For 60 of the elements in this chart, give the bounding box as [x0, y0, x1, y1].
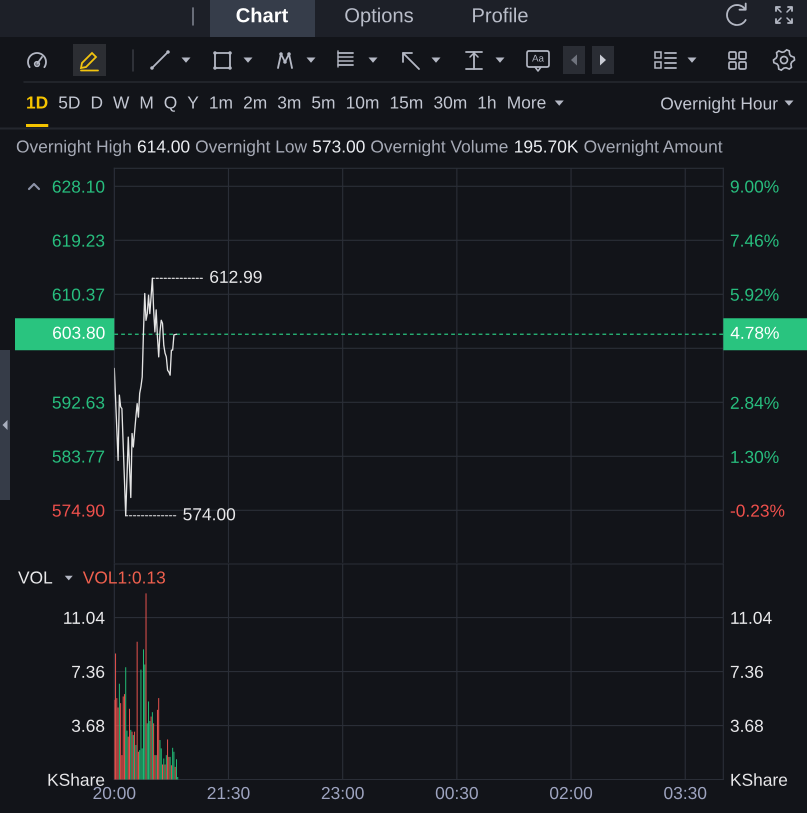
y-tick-label: 574.90 — [52, 504, 104, 517]
x-tick-label: 02:00 — [550, 786, 592, 800]
text: Aa — [532, 54, 544, 62]
text: 2m — [244, 96, 266, 108]
x-tick-label: 23:00 — [322, 786, 364, 800]
ref-line-label: 603.80 — [53, 326, 105, 339]
text: 5m — [312, 96, 334, 109]
y2-tick-label: 7.36 — [730, 666, 763, 678]
y2-tick-label: 2.84% — [730, 396, 779, 410]
y2-tick-label: 11.04 — [731, 612, 772, 624]
annotation: 4.78% — [730, 326, 779, 339]
y-tick-label: 583.77 — [52, 450, 104, 463]
text: 30m — [434, 96, 466, 109]
y-tick-label: 592.63 — [52, 396, 104, 409]
text: More — [508, 96, 546, 109]
y-tick-label: 3.68 — [72, 720, 104, 732]
x-tick-label: 21:30 — [208, 786, 250, 800]
text: Overnight High — [16, 140, 131, 156]
text: 3m — [278, 96, 300, 109]
text: Q — [164, 96, 176, 112]
text: Options — [345, 8, 413, 26]
text: 5D — [58, 96, 80, 109]
annotation: VOL1:0.13 — [82, 571, 165, 584]
text: 614.00 — [138, 140, 190, 153]
y-tick-label: 610.37 — [52, 288, 104, 301]
chart-title: VOL — [18, 571, 52, 584]
y-tick-label: 11.04 — [64, 612, 104, 624]
text: 10m — [346, 96, 378, 109]
y2-tick-label: 7.46% — [730, 234, 779, 247]
y-tick-label: 7.36 — [72, 666, 104, 678]
y2-tick-label: 5.92% — [730, 288, 779, 301]
text: Chart — [236, 8, 288, 22]
y2-tick-label: -0.23% — [730, 504, 784, 517]
text: Overnight Low — [196, 140, 308, 156]
x-tick-label: 20:00 — [93, 786, 136, 800]
y-tick-label: 619.23 — [52, 234, 104, 247]
text: W — [113, 96, 130, 108]
y2-tick-label: 3.68 — [730, 720, 763, 732]
text: 195.70K — [515, 140, 578, 153]
text: 1D — [27, 96, 48, 108]
data-label: 574.00 — [183, 508, 236, 520]
y2-tick-label: 9.00% — [730, 180, 779, 193]
text: 15m — [390, 96, 422, 109]
text: Overnight Amount — [584, 140, 722, 156]
x-tick-label: 00:30 — [436, 786, 478, 800]
text: Overnight Hour — [661, 96, 778, 114]
text: M — [140, 96, 152, 108]
text: 573.00 — [312, 140, 365, 153]
y-tick-label: 628.10 — [52, 180, 104, 193]
text: D — [92, 96, 102, 108]
data-label: 612.99 — [210, 270, 262, 283]
text: 1m — [210, 96, 232, 108]
text: Profile — [473, 8, 528, 22]
x-tick-label: 03:30 — [664, 786, 706, 800]
y-tick-label: KShare — [48, 773, 104, 786]
y2-tick-label: KShare — [731, 773, 788, 786]
text: Y — [188, 96, 198, 108]
y2-tick-label: 1.30% — [731, 450, 779, 464]
text: Overnight Volume — [371, 140, 508, 156]
text: 1h — [478, 96, 496, 108]
